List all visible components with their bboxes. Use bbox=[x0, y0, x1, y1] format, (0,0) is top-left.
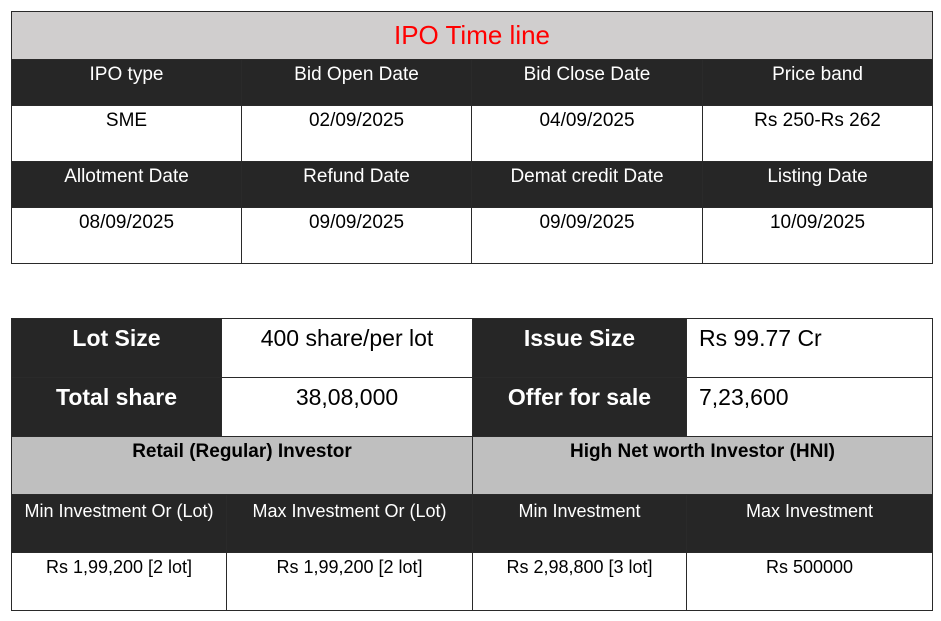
header-allotment-date: Allotment Date bbox=[11, 161, 242, 208]
value-listing-date: 10/09/2025 bbox=[702, 207, 933, 264]
header-bid-close-date: Bid Close Date bbox=[471, 59, 703, 106]
value-bid-close-date: 04/09/2025 bbox=[471, 105, 703, 162]
header-demat-credit-date: Demat credit Date bbox=[471, 161, 703, 208]
ipo-details-table: Lot Size 400 share/per lot Issue Size Rs… bbox=[11, 318, 933, 611]
hni-max-investment-header: Max Investment bbox=[686, 494, 933, 553]
issue-size-label: Issue Size bbox=[472, 318, 687, 378]
retail-max-investment-header: Max Investment Or (Lot) bbox=[226, 494, 473, 553]
value-allotment-date: 08/09/2025 bbox=[11, 207, 242, 264]
value-ipo-type: SME bbox=[11, 105, 242, 162]
value-price-band: Rs 250-Rs 262 bbox=[702, 105, 933, 162]
value-bid-open-date: 02/09/2025 bbox=[241, 105, 472, 162]
hni-investor-header: High Net worth Investor (HNI) bbox=[472, 436, 933, 495]
header-refund-date: Refund Date bbox=[241, 161, 472, 208]
retail-max-investment-value: Rs 1,99,200 [2 lot] bbox=[226, 552, 473, 611]
lot-size-value: 400 share/per lot bbox=[221, 318, 473, 378]
retail-min-investment-value: Rs 1,99,200 [2 lot] bbox=[11, 552, 227, 611]
header-price-band: Price band bbox=[702, 59, 933, 106]
offer-for-sale-value: 7,23,600 bbox=[686, 377, 933, 437]
retail-min-investment-header: Min Investment Or (Lot) bbox=[11, 494, 227, 553]
retail-investor-header: Retail (Regular) Investor bbox=[11, 436, 473, 495]
offer-for-sale-label: Offer for sale bbox=[472, 377, 687, 437]
timeline-title: IPO Time line bbox=[11, 11, 933, 60]
lot-size-label: Lot Size bbox=[11, 318, 222, 378]
hni-min-investment-header: Min Investment bbox=[472, 494, 687, 553]
issue-size-value: Rs 99.77 Cr bbox=[686, 318, 933, 378]
value-demat-credit-date: 09/09/2025 bbox=[471, 207, 703, 264]
header-ipo-type: IPO type bbox=[11, 59, 242, 106]
total-share-value: 38,08,000 bbox=[221, 377, 473, 437]
total-share-label: Total share bbox=[11, 377, 222, 437]
header-bid-open-date: Bid Open Date bbox=[241, 59, 472, 106]
value-refund-date: 09/09/2025 bbox=[241, 207, 472, 264]
hni-min-investment-value: Rs 2,98,800 [3 lot] bbox=[472, 552, 687, 611]
header-listing-date: Listing Date bbox=[702, 161, 933, 208]
hni-max-investment-value: Rs 500000 bbox=[686, 552, 933, 611]
ipo-timeline-table: IPO Time line IPO type Bid Open Date Bid… bbox=[11, 11, 933, 264]
